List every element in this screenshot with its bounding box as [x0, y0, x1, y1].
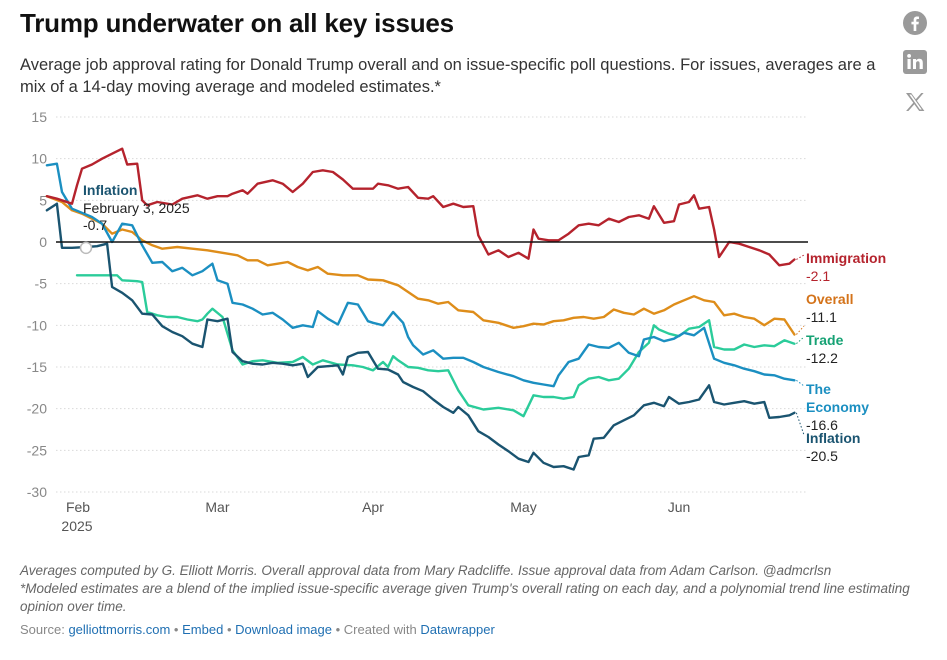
- end-label-name: Overall: [806, 291, 853, 307]
- y-tick-label: -30: [27, 484, 47, 500]
- embed-link[interactable]: Embed: [182, 622, 224, 637]
- y-tick-label: 10: [31, 151, 47, 167]
- end-label-value: -16.6: [806, 417, 838, 433]
- series-line-overall: [45, 195, 796, 336]
- label-leader: [795, 412, 805, 436]
- y-tick-label: 5: [39, 192, 47, 208]
- series-line-immigration: [45, 147, 796, 267]
- facebook-icon[interactable]: [902, 10, 928, 36]
- notes-credit: Averages computed by G. Elliott Morris. …: [20, 563, 832, 578]
- tooltip-value: -0.7: [83, 217, 107, 233]
- source-label: Source:: [20, 622, 65, 637]
- end-label-value: -11.1: [806, 309, 837, 325]
- end-label-value: -20.5: [806, 448, 838, 464]
- end-label-name: Trade: [806, 332, 844, 348]
- datawrapper-link[interactable]: Datawrapper: [420, 622, 495, 637]
- tooltip-date: February 3, 2025: [83, 200, 190, 216]
- separator: •: [335, 622, 341, 637]
- series-line-inflation: [45, 202, 796, 471]
- x-tick-label: Feb: [66, 499, 90, 515]
- label-leader: [796, 325, 805, 335]
- y-tick-label: -5: [35, 276, 48, 292]
- chart-notes: Averages computed by G. Elliott Morris. …: [20, 562, 920, 616]
- series-line-the-economy: [45, 162, 796, 388]
- x-tick-label: Mar: [205, 499, 229, 515]
- label-leader: [796, 379, 805, 387]
- x-tick-label: Jun: [668, 499, 691, 515]
- download-image-link[interactable]: Download image: [235, 622, 332, 637]
- chart-subtitle: Average job approval rating for Donald T…: [20, 56, 876, 96]
- label-leader: [796, 336, 805, 345]
- y-tick-label: -25: [27, 442, 47, 458]
- notes-footnote: *Modeled estimates are a blend of the im…: [20, 581, 910, 614]
- separator: •: [173, 622, 179, 637]
- end-label-name: The: [806, 381, 831, 397]
- x-tick-year: 2025: [61, 518, 92, 534]
- end-label-name: Immigration: [806, 250, 886, 266]
- end-label-name: Inflation: [806, 430, 860, 446]
- y-tick-label: -10: [27, 317, 47, 333]
- end-label-name: Economy: [806, 399, 869, 415]
- created-with-text: Created with: [343, 622, 417, 637]
- source-line: Source: gelliottmorris.com • Embed • Dow…: [20, 622, 495, 637]
- series-line-trade: [75, 274, 796, 418]
- y-tick-label: -20: [27, 401, 47, 417]
- y-tick-label: 15: [31, 109, 47, 125]
- tooltip-marker: [79, 241, 93, 255]
- label-leader: [796, 254, 805, 260]
- linkedin-icon[interactable]: [902, 49, 928, 75]
- end-label-value: -2.1: [806, 268, 830, 284]
- chart-title: Trump underwater on all key issues: [20, 8, 454, 38]
- y-tick-label: 0: [39, 234, 47, 250]
- end-label-value: -12.2: [806, 350, 838, 366]
- source-link[interactable]: gelliottmorris.com: [68, 622, 171, 637]
- x-icon[interactable]: [902, 89, 928, 115]
- tooltip-series: Inflation: [83, 182, 137, 198]
- x-tick-label: Apr: [362, 499, 384, 515]
- separator: •: [226, 622, 232, 637]
- line-chart: 15 10 5 0 -5 -10 -15 -20 -25 -30 Feb 2025 Mar Apr May J…: [27, 109, 886, 534]
- y-tick-label: -15: [27, 359, 47, 375]
- x-tick-label: May: [510, 499, 536, 515]
